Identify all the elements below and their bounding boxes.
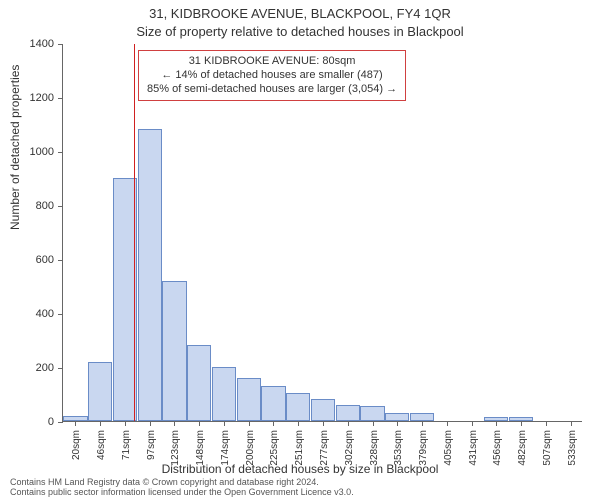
plot-area: 31 KIDBROOKE AVENUE: 80sqm ← 14% of deta… xyxy=(62,44,582,422)
histogram-bar xyxy=(162,281,186,421)
x-tick xyxy=(373,421,374,426)
x-tick xyxy=(125,421,126,426)
histogram-bar xyxy=(336,405,360,421)
histogram-bar xyxy=(88,362,112,421)
x-tick xyxy=(100,421,101,426)
y-tick-label: 0 xyxy=(20,416,54,428)
x-axis-label: Distribution of detached houses by size … xyxy=(0,462,600,476)
y-tick-label: 1400 xyxy=(20,38,54,50)
histogram-bar xyxy=(187,345,211,421)
x-tick xyxy=(521,421,522,426)
y-tick xyxy=(58,152,63,153)
x-tick xyxy=(150,421,151,426)
histogram-bar xyxy=(237,378,261,421)
y-tick-label: 200 xyxy=(20,362,54,374)
chart-subtitle: Size of property relative to detached ho… xyxy=(0,24,600,39)
x-tick xyxy=(249,421,250,426)
histogram-bar xyxy=(311,399,335,421)
x-tick xyxy=(496,421,497,426)
y-tick xyxy=(58,44,63,45)
x-tick xyxy=(447,421,448,426)
histogram-bar xyxy=(385,413,409,421)
x-tick xyxy=(472,421,473,426)
y-tick-label: 400 xyxy=(20,308,54,320)
y-tick xyxy=(58,98,63,99)
y-tick xyxy=(58,368,63,369)
y-tick xyxy=(58,314,63,315)
footer-line-2: Contains public sector information licen… xyxy=(10,488,354,498)
y-tick xyxy=(58,206,63,207)
footer-attribution: Contains HM Land Registry data © Crown c… xyxy=(10,478,354,498)
histogram-bar xyxy=(360,406,384,421)
annotation-line-1: 31 KIDBROOKE AVENUE: 80sqm xyxy=(147,55,397,69)
x-tick xyxy=(571,421,572,426)
y-tick xyxy=(58,422,63,423)
histogram-bar xyxy=(138,129,162,421)
x-tick xyxy=(199,421,200,426)
x-tick xyxy=(174,421,175,426)
x-tick xyxy=(546,421,547,426)
x-tick xyxy=(422,421,423,426)
y-tick-label: 1000 xyxy=(20,146,54,158)
annotation-line-3: 85% of semi-detached houses are larger (… xyxy=(147,83,397,97)
x-tick xyxy=(323,421,324,426)
chart-title: 31, KIDBROOKE AVENUE, BLACKPOOL, FY4 1QR xyxy=(0,6,600,21)
annotation-line-2: ← 14% of detached houses are smaller (48… xyxy=(147,69,397,83)
x-tick xyxy=(298,421,299,426)
histogram-bar xyxy=(261,386,285,421)
y-tick-label: 800 xyxy=(20,200,54,212)
y-tick xyxy=(58,260,63,261)
histogram-bar xyxy=(212,367,236,421)
histogram-bar xyxy=(410,413,434,421)
x-tick xyxy=(397,421,398,426)
x-tick xyxy=(224,421,225,426)
annotation-box: 31 KIDBROOKE AVENUE: 80sqm ← 14% of deta… xyxy=(138,50,406,101)
y-tick-label: 1200 xyxy=(20,92,54,104)
x-tick xyxy=(75,421,76,426)
y-tick-label: 600 xyxy=(20,254,54,266)
chart-container: 31, KIDBROOKE AVENUE, BLACKPOOL, FY4 1QR… xyxy=(0,0,600,500)
x-tick xyxy=(273,421,274,426)
x-tick xyxy=(348,421,349,426)
reference-line xyxy=(134,44,136,421)
histogram-bar xyxy=(286,393,310,421)
